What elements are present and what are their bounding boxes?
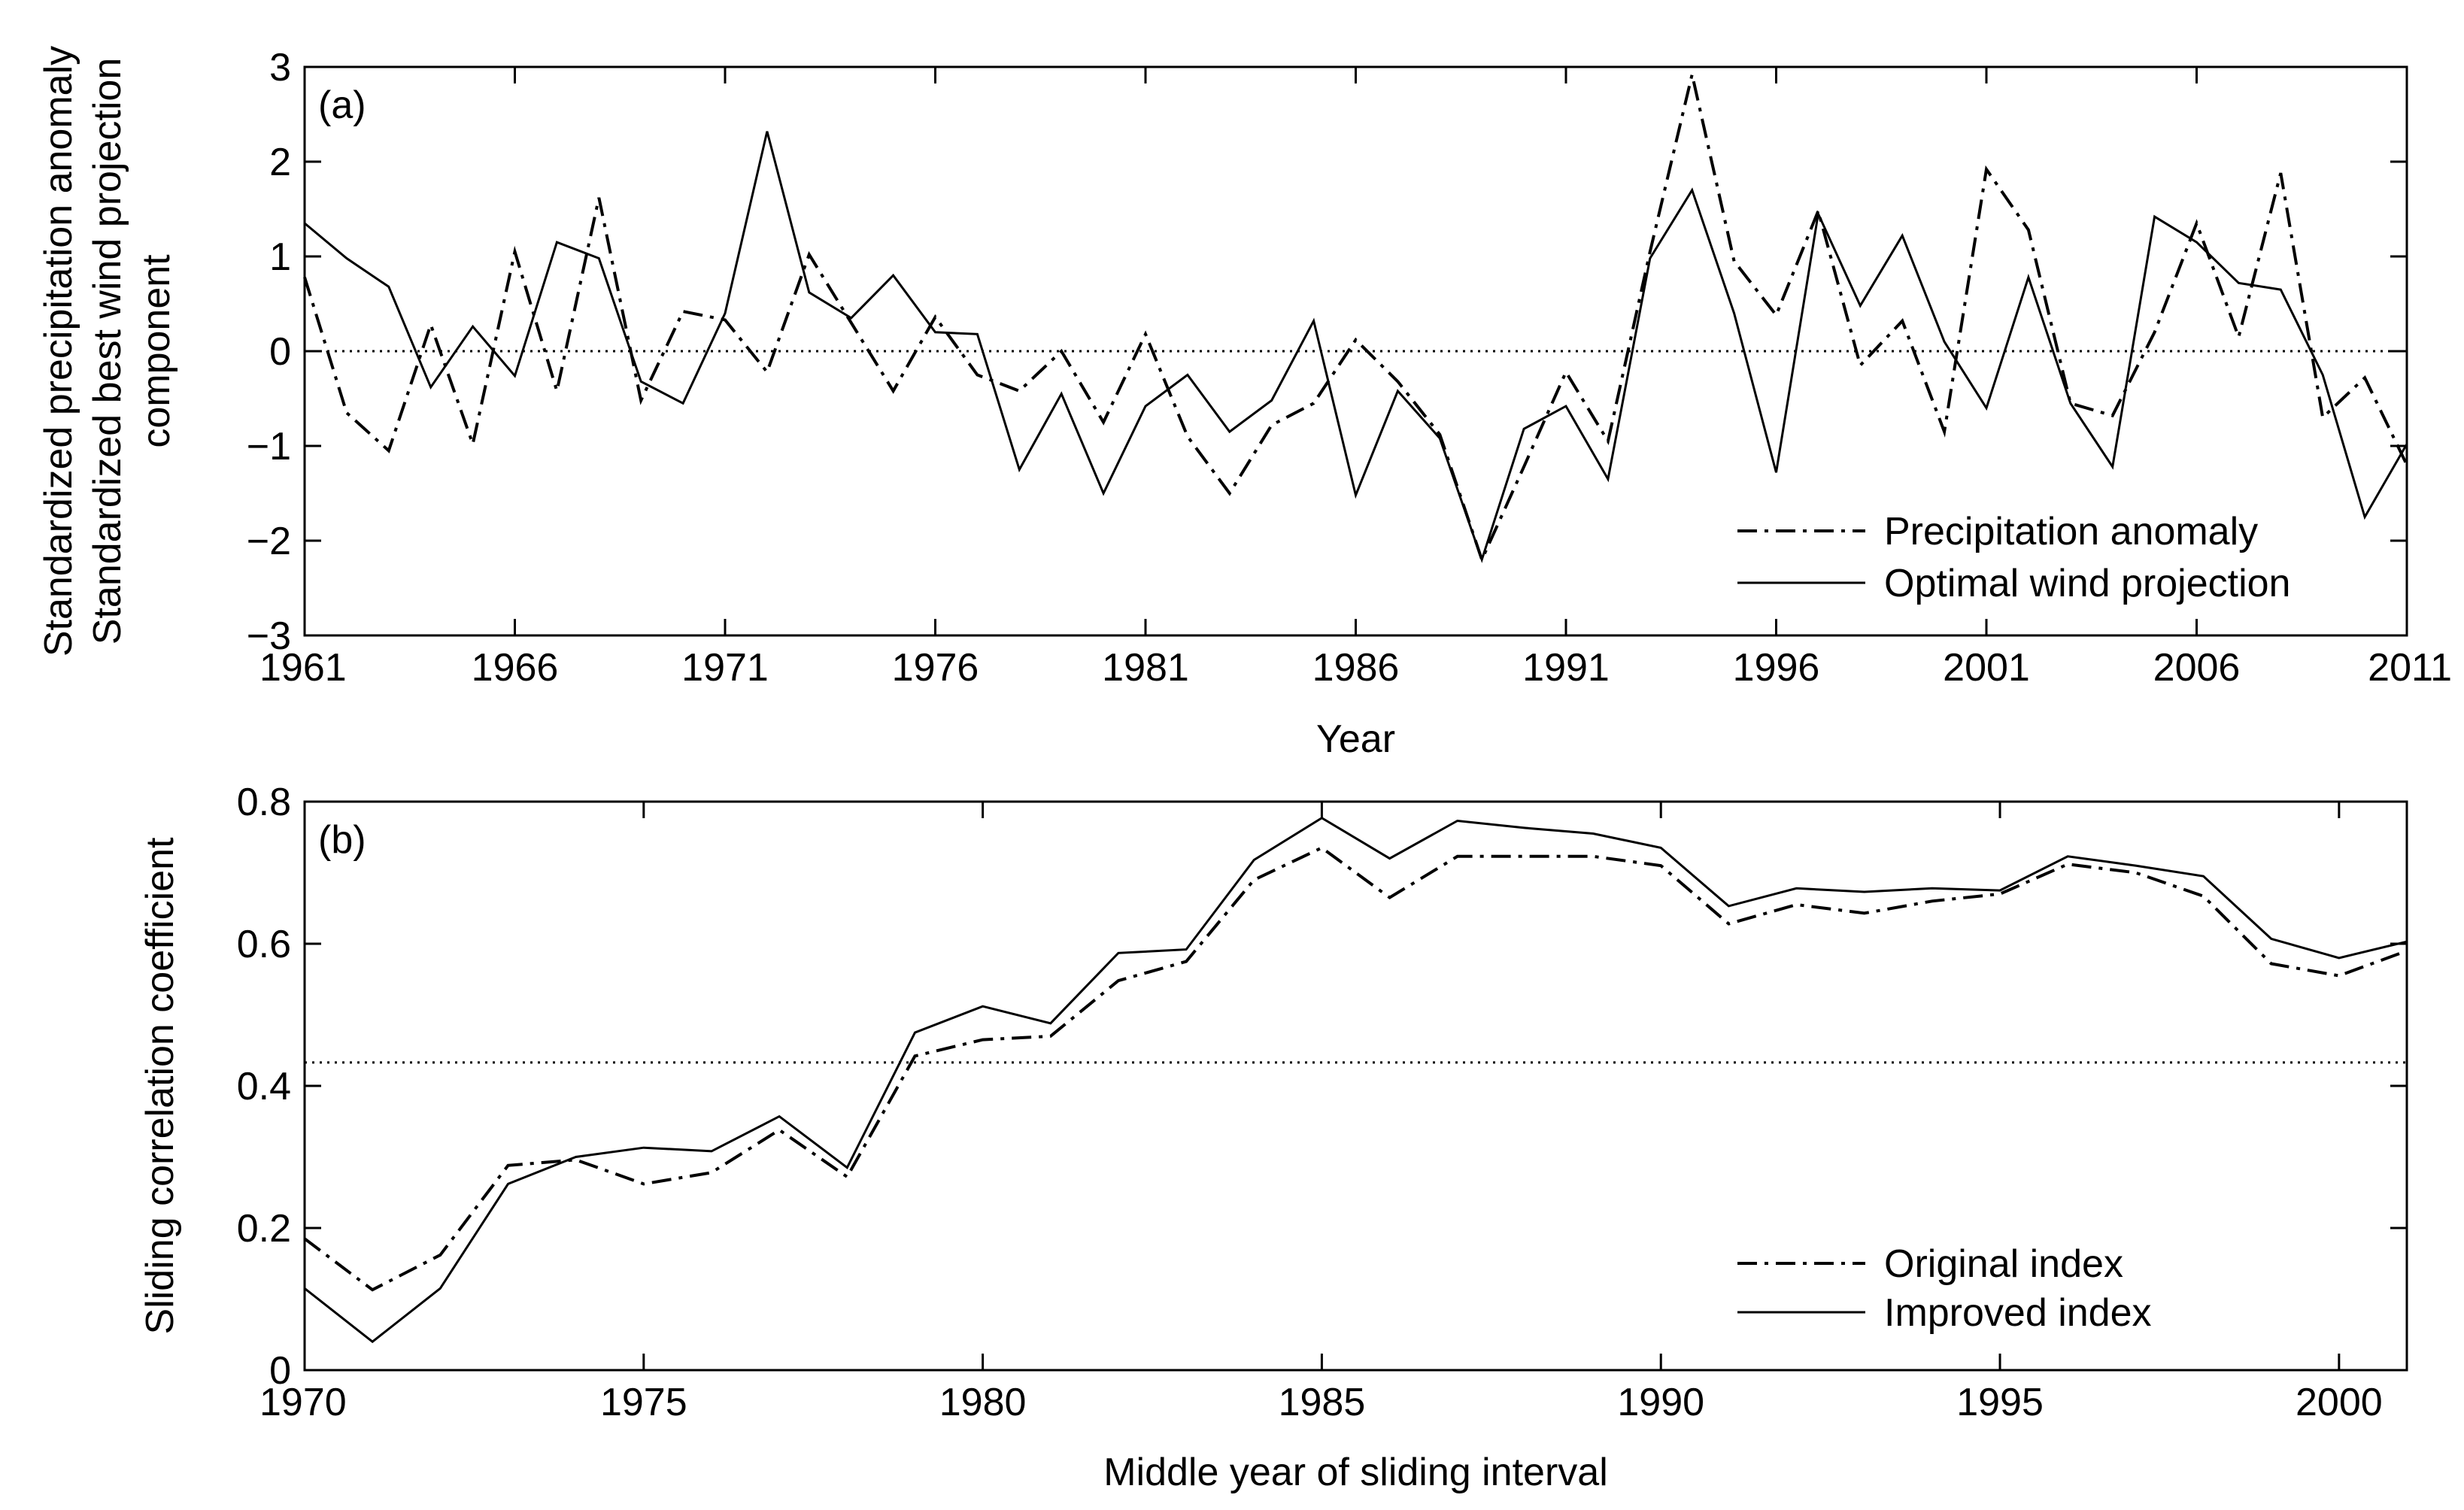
legend-label: Improved index (1884, 1291, 2152, 1335)
legend: Precipitation anomaly Optimal wind projec… (1737, 510, 2290, 605)
legend-label: Original index (1884, 1242, 2123, 1286)
x-axis-title: Year (1316, 717, 1395, 761)
x-tick-label: 1975 (600, 1381, 687, 1424)
x-tick-label: 1966 (472, 646, 559, 690)
series-line-2 (304, 131, 2408, 563)
y-axis-title: Standardized precipitation anomaly (37, 46, 80, 656)
x-tick-label: 1986 (1312, 646, 1400, 690)
y-tick-label: 0 (269, 330, 291, 374)
y-tick-label: 0.8 (237, 781, 291, 824)
x-tick-label: 1976 (892, 646, 979, 690)
x-tick-label: 2000 (2296, 1381, 2383, 1424)
y-tick-label: −1 (247, 425, 291, 468)
x-tick-label: 1991 (1522, 646, 1610, 690)
panel-label: (b) (318, 818, 366, 862)
x-tick-label: 1980 (939, 1381, 1027, 1424)
y-axis-title: Sliding correlation coefficient (138, 837, 182, 1335)
y-axis-title: component (135, 254, 178, 448)
x-tick-label: 1981 (1102, 646, 1189, 690)
x-tick-label: 1985 (1279, 1381, 1366, 1424)
series-line-2 (304, 816, 2408, 1344)
x-tick-label: 1990 (1617, 1381, 1704, 1424)
y-tick-label: 0.4 (237, 1065, 291, 1108)
x-tick-label: 2006 (2153, 646, 2241, 690)
y-tick-label: 2 (269, 141, 291, 184)
x-tick-label: 1995 (1956, 1381, 2044, 1424)
y-tick-label: −2 (247, 520, 291, 563)
y-tick-label: 0.6 (237, 923, 291, 966)
y-tick-label: 3 (269, 46, 291, 89)
y-tick-label: 0 (269, 1349, 291, 1393)
legend-label: Optimal wind projection (1884, 562, 2290, 605)
x-tick-label: 1970 (259, 1381, 347, 1424)
legend-label: Precipitation anomaly (1884, 510, 2258, 553)
series-line-1 (303, 74, 2408, 564)
y-tick-label: 1 (269, 235, 291, 279)
x-tick-label: 2011 (2368, 646, 2452, 690)
y-tick-label: −3 (247, 614, 291, 658)
x-axis-title: Middle year of sliding interval (1103, 1451, 1608, 1494)
x-tick-label: 1971 (681, 646, 769, 690)
y-axis-title: Standardized best wind projection (86, 58, 129, 644)
x-tick-label: 2001 (1943, 646, 2030, 690)
series-line-1 (303, 846, 2408, 1292)
panel-b: 1970 1975 1980 1985 1990 1995 2000 0 0.2 0.4 0.6 0.… (138, 781, 2408, 1494)
panel-a: 1961 1966 1971 1976 1981 1986 1991 1996 2001 2006… (37, 46, 2452, 761)
panel-label: (a) (318, 83, 366, 127)
x-tick-label: 1961 (259, 646, 347, 690)
y-tick-label: 0.2 (237, 1207, 291, 1251)
x-tick-label: 1996 (1733, 646, 1820, 690)
legend: Original index Improved index (1737, 1242, 2152, 1335)
